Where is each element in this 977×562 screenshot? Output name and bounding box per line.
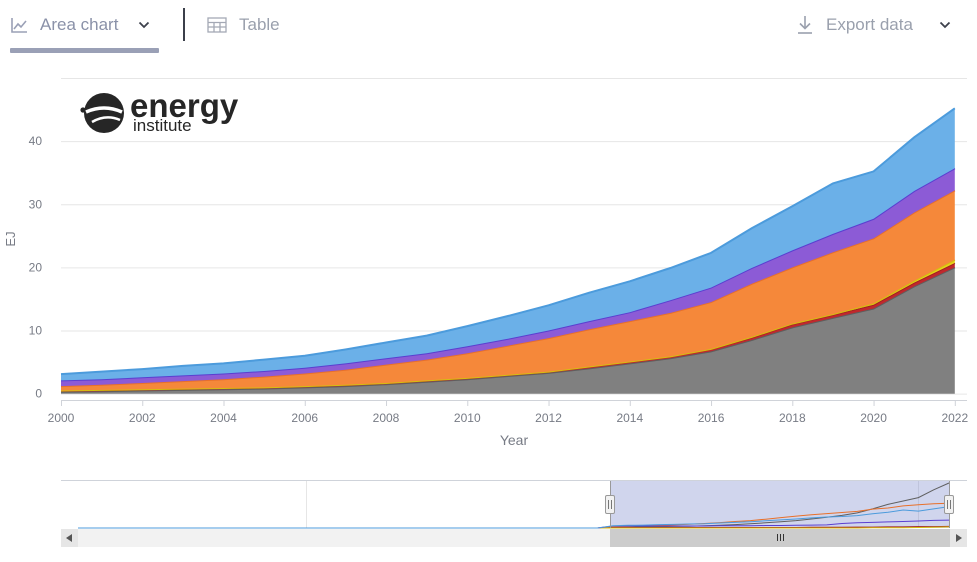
x-tick-label: 2012 bbox=[535, 411, 562, 425]
y-axis-title: EJ bbox=[3, 231, 18, 246]
table-label: Table bbox=[239, 15, 280, 34]
navigator-line-6 bbox=[78, 506, 950, 529]
y-tick-label: 40 bbox=[29, 134, 43, 148]
export-data-label: Export data bbox=[826, 15, 913, 34]
arrow-right-icon bbox=[956, 534, 962, 542]
area-series-line-6 bbox=[60, 107, 956, 376]
area-series-5 bbox=[61, 168, 955, 387]
line-chart-icon bbox=[11, 18, 27, 33]
navigator bbox=[61, 480, 967, 529]
x-tick-label: 2016 bbox=[698, 411, 725, 425]
x-tick-label: 2010 bbox=[454, 411, 481, 425]
x-tick-label: 2006 bbox=[291, 411, 318, 425]
navigator-selection[interactable] bbox=[610, 481, 949, 528]
x-tick-label: 2004 bbox=[210, 411, 237, 425]
navigator-line-1 bbox=[78, 482, 950, 529]
download-icon bbox=[798, 16, 812, 34]
area-series-1 bbox=[61, 267, 955, 394]
y-tick-label: 30 bbox=[29, 197, 43, 211]
logo-mark-icon bbox=[80, 93, 124, 133]
x-axis-title: Year bbox=[500, 432, 529, 448]
x-tick-label: 2014 bbox=[616, 411, 643, 425]
table-icon bbox=[207, 17, 227, 33]
logo-text-institute: institute bbox=[133, 116, 192, 135]
toolbar: Area chart Table Export data bbox=[0, 0, 977, 56]
y-tick-label: 10 bbox=[29, 324, 43, 338]
navigator-line-3 bbox=[78, 526, 950, 529]
arrow-left-icon bbox=[66, 534, 72, 542]
navigator-line-5 bbox=[78, 519, 950, 529]
toolbar-divider bbox=[183, 8, 185, 41]
x-tick-label: 2008 bbox=[373, 411, 400, 425]
area-chart-tab[interactable]: Area chart bbox=[10, 10, 150, 40]
export-data-button[interactable]: Export data bbox=[796, 10, 951, 40]
stacked-areas bbox=[60, 107, 956, 394]
x-tick-label: 2020 bbox=[860, 411, 887, 425]
x-axis: 2000 2002 2004 2006 2008 2010 2012 2014 2016 2018… bbox=[48, 400, 968, 425]
area-series-4 bbox=[61, 190, 955, 391]
navigator-background bbox=[61, 480, 967, 528]
table-tab[interactable]: Table bbox=[207, 10, 280, 40]
x-tick-label: 2018 bbox=[779, 411, 806, 425]
active-tab-indicator bbox=[10, 48, 159, 53]
chevron-down-icon[interactable] bbox=[138, 21, 150, 29]
grip-icon bbox=[777, 534, 784, 541]
area-series-6 bbox=[61, 108, 955, 381]
x-tick-label: 2002 bbox=[129, 411, 156, 425]
navigator-series-lines bbox=[78, 482, 950, 529]
navigator-scrollbar[interactable] bbox=[61, 529, 967, 547]
navigator-right-handle[interactable] bbox=[944, 495, 954, 514]
area-chart-label: Area chart bbox=[40, 15, 119, 34]
energy-institute-logo: energy institute bbox=[80, 87, 239, 135]
y-tick-label: 20 bbox=[29, 260, 43, 274]
y-axis: 0 10 20 30 40 bbox=[29, 134, 43, 401]
navigator-left-handle[interactable] bbox=[605, 495, 615, 514]
x-tick-label: 2022 bbox=[941, 411, 968, 425]
y-tick-label: 0 bbox=[35, 387, 42, 401]
x-tick-label: 2000 bbox=[48, 411, 75, 425]
logo-text-energy: energy bbox=[130, 87, 239, 124]
chevron-down-icon[interactable] bbox=[939, 21, 951, 29]
